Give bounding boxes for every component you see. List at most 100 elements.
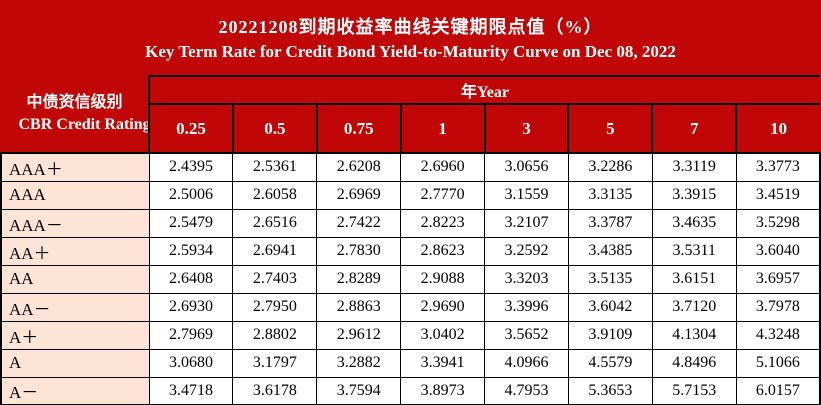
value-cell: 3.0680 xyxy=(148,348,234,378)
value-cell: 3.8973 xyxy=(400,376,485,405)
value-cell: 2.6969 xyxy=(316,180,402,210)
value-cell: 4.3248 xyxy=(735,320,821,350)
value-cell: 3.7120 xyxy=(651,292,737,322)
value-cell: 2.7969 xyxy=(148,320,234,350)
value-cell: 2.9612 xyxy=(316,320,402,350)
value-cell: 2.8289 xyxy=(316,264,402,294)
table-row: AA 2.6408 2.7403 2.8289 2.9088 3.3203 3.5135 3.… xyxy=(0,264,821,294)
rates-table-body: AAA＋ 2.4395 2.5361 2.6208 2.6960 3.0656 3.2286… xyxy=(0,152,821,405)
value-cell: 3.4635 xyxy=(651,208,737,238)
table-row: A－ 3.4718 3.6178 3.7594 3.8973 4.7953 5.3653 5.… xyxy=(0,376,821,405)
value-cell: 2.6516 xyxy=(232,208,318,238)
term-header-3: 3 xyxy=(483,103,570,154)
value-cell: 2.7403 xyxy=(232,264,318,294)
value-cell: 3.6040 xyxy=(735,236,821,266)
value-cell: 3.6957 xyxy=(735,264,821,294)
value-cell: 2.9690 xyxy=(400,292,485,322)
value-cell: 3.2286 xyxy=(567,152,653,182)
table-row: AAA＋ 2.4395 2.5361 2.6208 2.6960 3.0656 3.2286… xyxy=(0,152,821,182)
value-cell: 3.0402 xyxy=(400,320,485,350)
value-cell: 3.3787 xyxy=(567,208,653,238)
term-header-5: 5 xyxy=(567,103,654,154)
title-chinese: 20221208到期收益率曲线关键期限点值（%） xyxy=(218,17,603,37)
value-cell: 2.5361 xyxy=(232,152,318,182)
value-cell: 2.8802 xyxy=(232,320,318,350)
rating-cell: AAA－ xyxy=(0,208,150,238)
value-cell: 2.6941 xyxy=(232,236,318,266)
value-cell: 5.3653 xyxy=(567,376,653,405)
value-cell: 3.1559 xyxy=(484,180,569,210)
term-header-1: 1 xyxy=(399,103,486,154)
value-cell: 3.4718 xyxy=(148,376,234,405)
term-header-0.25: 0.25 xyxy=(148,103,234,154)
title-english: Key Term Rate for Credit Bond Yield-to-M… xyxy=(145,42,676,61)
value-cell: 4.7953 xyxy=(484,376,569,405)
rating-cell: AA xyxy=(0,264,150,294)
table-row: A 3.0680 3.1797 3.2882 3.3941 4.0966 4.5579 4.8… xyxy=(0,348,821,378)
term-header-0.5: 0.5 xyxy=(231,103,318,154)
value-cell: 3.4519 xyxy=(735,180,821,210)
value-cell: 3.4385 xyxy=(567,236,653,266)
rating-cell: A xyxy=(0,348,150,378)
value-cell: 5.1066 xyxy=(735,348,821,378)
value-cell: 2.5934 xyxy=(148,236,234,266)
value-cell: 4.0966 xyxy=(484,348,569,378)
value-cell: 4.1304 xyxy=(651,320,737,350)
value-cell: 2.6208 xyxy=(316,152,402,182)
value-cell: 3.2882 xyxy=(316,348,402,378)
value-cell: 3.5652 xyxy=(484,320,569,350)
value-cell: 3.3119 xyxy=(651,152,737,182)
value-cell: 3.1797 xyxy=(232,348,318,378)
table-row: A＋ 2.7969 2.8802 2.9612 3.0402 3.5652 3.9109 4.… xyxy=(0,320,821,350)
value-cell: 2.8623 xyxy=(400,236,485,266)
year-header: 年Year xyxy=(148,75,820,105)
value-cell: 3.5135 xyxy=(567,264,653,294)
value-cell: 3.5311 xyxy=(651,236,737,266)
value-cell: 2.7950 xyxy=(232,292,318,322)
value-cell: 3.7594 xyxy=(316,376,402,405)
value-cell: 3.5298 xyxy=(735,208,821,238)
value-cell: 3.6178 xyxy=(232,376,318,405)
rating-cell: AA－ xyxy=(0,292,150,322)
rates-table-header: 中债资信级别 CBR Credit Rating 年Year 0.25 0.5 0.… xyxy=(1,75,820,154)
value-cell: 4.8496 xyxy=(651,348,737,378)
value-cell: 2.8863 xyxy=(316,292,402,322)
rating-cell: AAA xyxy=(0,180,150,210)
value-cell: 2.9088 xyxy=(400,264,485,294)
value-cell: 2.7770 xyxy=(400,180,485,210)
table-row: AAA 2.5006 2.6058 2.6969 2.7770 3.1559 3.3135 3… xyxy=(0,180,821,210)
rating-cell: AAA＋ xyxy=(0,152,150,182)
value-cell: 2.6058 xyxy=(232,180,318,210)
rating-cell: A－ xyxy=(0,376,150,405)
value-cell: 3.3773 xyxy=(735,152,821,182)
value-cell: 2.6960 xyxy=(400,152,485,182)
rates-table: 中债资信级别 CBR Credit Rating 年Year 0.25 0.5 0.… xyxy=(0,75,821,405)
table-row: AA＋ 2.5934 2.6941 2.7830 2.8623 3.2592 3.4385 3… xyxy=(0,236,821,266)
value-cell: 2.8223 xyxy=(400,208,485,238)
value-cell: 2.5006 xyxy=(148,180,234,210)
rating-cell: A＋ xyxy=(0,320,150,350)
value-cell: 3.3203 xyxy=(484,264,569,294)
table-row: AA－ 2.6930 2.7950 2.8863 2.9690 3.3996 3.6042 3… xyxy=(0,292,821,322)
value-cell: 3.0656 xyxy=(484,152,569,182)
value-cell: 2.7830 xyxy=(316,236,402,266)
value-cell: 3.2592 xyxy=(484,236,569,266)
value-cell: 5.7153 xyxy=(651,376,737,405)
value-cell: 3.3915 xyxy=(651,180,737,210)
value-cell: 3.3996 xyxy=(484,292,569,322)
rating-column-header: 中债资信级别 CBR Credit Rating xyxy=(1,76,150,154)
value-cell: 3.2107 xyxy=(484,208,569,238)
value-cell: 2.5479 xyxy=(148,208,234,238)
value-cell: 3.6042 xyxy=(567,292,653,322)
value-cell: 2.6408 xyxy=(148,264,234,294)
value-cell: 3.7978 xyxy=(735,292,821,322)
value-cell: 4.5579 xyxy=(567,348,653,378)
rating-header-zh: 中债资信级别 xyxy=(26,93,123,111)
table-title: 20221208到期收益率曲线关键期限点值（%） Key Term Rate f… xyxy=(0,0,821,75)
value-cell: 3.9109 xyxy=(567,320,653,350)
value-cell: 2.7422 xyxy=(316,208,402,238)
rating-header-en: CBR Credit Rating xyxy=(18,116,149,133)
term-header-10: 10 xyxy=(735,103,820,154)
table-row: AAA－ 2.5479 2.6516 2.7422 2.8223 3.2107 3.3787… xyxy=(0,208,821,238)
